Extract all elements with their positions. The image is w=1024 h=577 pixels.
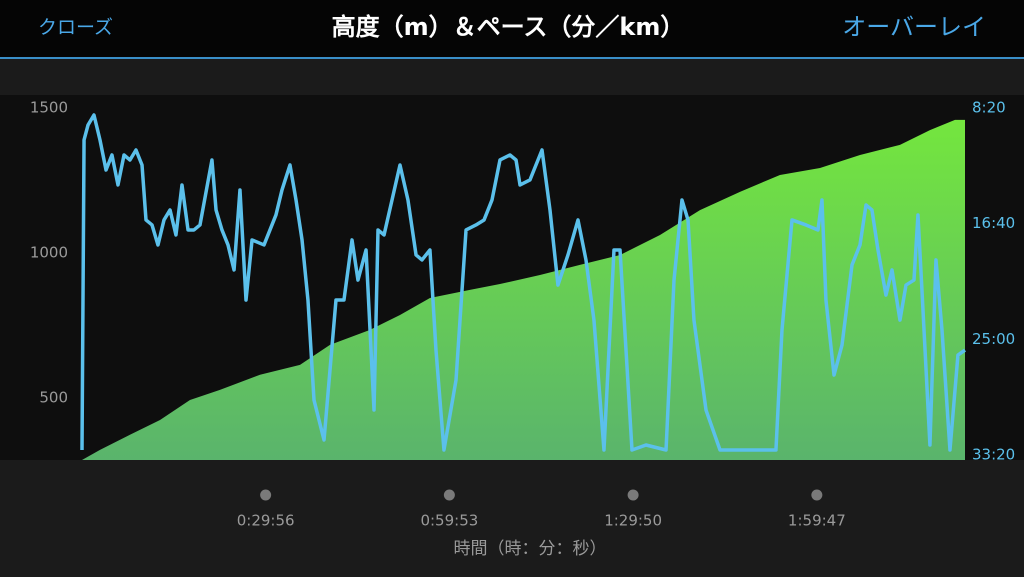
y2-tick-label: 16:40 xyxy=(972,214,1015,232)
y2-tick-label: 8:20 xyxy=(972,98,1006,116)
elevation-area xyxy=(82,119,965,460)
pace-line xyxy=(80,113,967,452)
y2-tick-label: 25:00 xyxy=(972,330,1015,348)
x-tick-label: 1:59:47 xyxy=(788,512,846,530)
x-tick-dot xyxy=(260,489,272,501)
y-tick-label: 1000 xyxy=(30,244,68,262)
y-tick-label: 500 xyxy=(39,388,68,406)
header-bar xyxy=(0,0,1024,58)
x-tick-label: 1:29:50 xyxy=(604,512,662,530)
x-tick-dot xyxy=(811,489,823,501)
x-tick-dot xyxy=(443,489,455,501)
y-tick-label: 1500 xyxy=(30,99,68,117)
x-tick-label: 0:59:53 xyxy=(420,512,478,530)
x-tick-label: 0:29:56 xyxy=(237,512,295,530)
x-axis-label: 時間（時：分：秒） xyxy=(454,539,607,559)
overlay-button[interactable]: オーバーレイ xyxy=(842,13,986,41)
x-tick-dot xyxy=(627,489,639,501)
y2-tick-label: 33:20 xyxy=(972,446,1015,464)
chart-title: 高度（m）＆ペース（分／km） xyxy=(332,13,685,41)
close-button[interactable]: クローズ xyxy=(38,17,113,39)
